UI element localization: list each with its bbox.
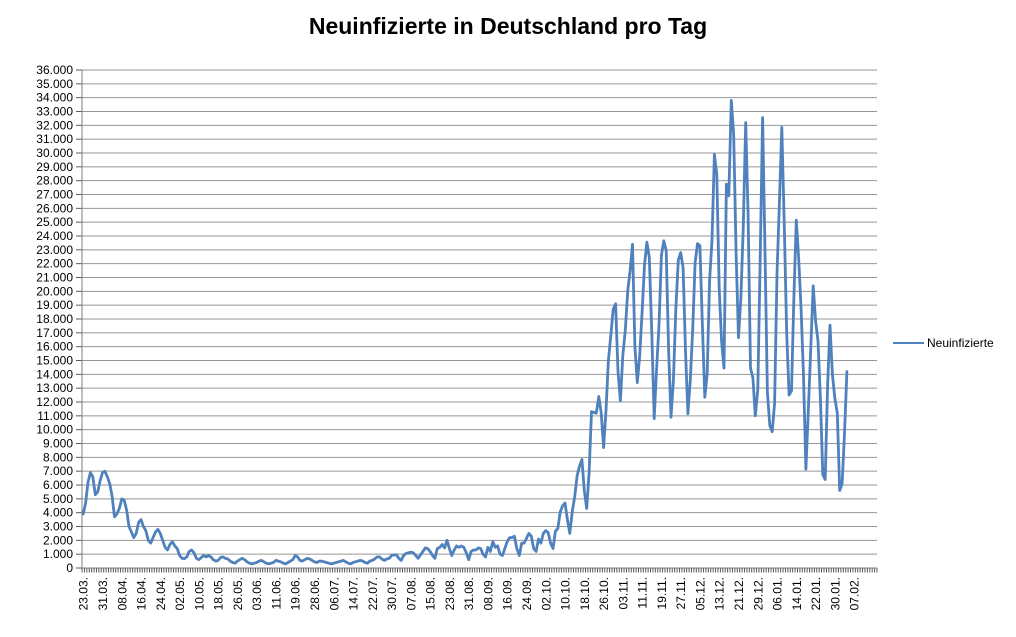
x-tick-label: 15.08. <box>424 577 438 610</box>
y-tick-label: 2.000 <box>43 533 73 547</box>
series-line-neuinfizierte <box>81 99 849 566</box>
x-tick-label: 08.09. <box>481 577 495 610</box>
legend-label: Neuinfizierte <box>927 336 994 350</box>
y-tick-label: 34.000 <box>36 91 73 105</box>
x-tick-label: 13.12. <box>713 577 727 610</box>
y-tick-label: 19.000 <box>36 298 73 312</box>
y-tick-label: 15.000 <box>36 354 73 368</box>
y-tick-label: 17.000 <box>36 326 73 340</box>
y-tick-label: 13.000 <box>36 381 73 395</box>
y-tick-label: 26.000 <box>36 201 73 215</box>
x-tick-label: 21.12. <box>732 577 746 610</box>
y-tick-label: 20.000 <box>36 284 73 298</box>
x-tick-label: 18.10. <box>578 577 592 610</box>
x-tick-label: 11.11. <box>636 577 650 609</box>
x-tick-label: 11.06. <box>269 577 283 609</box>
y-tick-label: 24.000 <box>36 229 73 243</box>
y-tick-label: 0 <box>66 561 73 575</box>
y-tick-label: 5.000 <box>43 492 73 506</box>
y-axis-labels: 01.0002.0003.0004.0005.0006.0007.0008.00… <box>36 63 73 575</box>
x-tick-label: 06.01. <box>771 577 785 610</box>
y-tick-label: 33.000 <box>36 105 73 119</box>
y-tick-label: 27.000 <box>36 188 73 202</box>
x-tick-label: 30.07. <box>385 577 399 610</box>
x-tick-label: 16.09. <box>501 577 515 610</box>
x-tick-label: 27.11. <box>674 577 688 609</box>
y-tick-label: 12.000 <box>36 395 73 409</box>
x-tick-label: 07.08. <box>404 577 418 610</box>
y-axis-ticks <box>76 69 82 569</box>
x-tick-label: 24.04. <box>154 577 168 610</box>
x-tick-label: 30.01. <box>828 577 842 610</box>
x-tick-label: 10.05. <box>192 577 206 610</box>
y-tick-label: 18.000 <box>36 312 73 326</box>
x-minor-ticks <box>81 568 878 573</box>
x-tick-label: 23.08. <box>443 577 457 610</box>
x-tick-label: 31.03. <box>96 577 110 610</box>
y-tick-label: 11.000 <box>37 409 73 423</box>
y-tick-label: 36.000 <box>36 63 73 77</box>
x-tick-label: 07.02. <box>848 577 862 610</box>
x-tick-label: 05.12. <box>693 577 707 610</box>
x-tick-label: 24.09. <box>520 577 534 610</box>
x-tick-label: 26.05. <box>231 577 245 610</box>
y-tick-label: 28.000 <box>36 174 73 188</box>
x-tick-label: 22.01. <box>809 577 823 610</box>
legend: Neuinfizierte <box>893 336 994 350</box>
x-tick-label: 18.05. <box>212 577 226 610</box>
x-tick-label: 08.04. <box>115 577 129 610</box>
y-tick-label: 4.000 <box>43 506 73 520</box>
x-tick-label: 03.06. <box>250 577 264 610</box>
x-axis-labels: 23.03. 31.03. 08.04. 16.04. 24.04. 02.05. 10.0… <box>77 577 862 610</box>
y-tick-label: 14.000 <box>36 367 73 381</box>
y-tick-label: 35.000 <box>36 77 73 91</box>
x-tick-label: 23.03. <box>77 577 91 610</box>
y-tick-label: 29.000 <box>36 160 73 174</box>
y-tick-label: 10.000 <box>36 423 73 437</box>
x-tick-label: 14.07. <box>347 577 361 610</box>
y-tick-label: 23.000 <box>36 243 73 257</box>
x-tick-label: 02.10. <box>539 577 553 610</box>
x-tick-label: 16.04. <box>135 577 149 610</box>
y-tick-label: 25.000 <box>36 215 73 229</box>
y-tick-label: 1.000 <box>43 547 73 561</box>
y-tick-label: 3.000 <box>43 520 73 534</box>
x-tick-label: 03.11. <box>616 577 630 609</box>
y-tick-label: 8.000 <box>43 450 73 464</box>
y-tick-label: 30.000 <box>36 146 73 160</box>
y-tick-label: 7.000 <box>43 464 73 478</box>
x-tick-label: 28.06. <box>308 577 322 610</box>
x-tick-label: 06.07. <box>327 577 341 610</box>
y-tick-label: 31.000 <box>36 132 73 146</box>
x-tick-label: 14.01. <box>790 577 804 610</box>
x-tick-label: 29.12. <box>751 577 765 610</box>
y-tick-label: 6.000 <box>43 478 73 492</box>
y-tick-label: 21.000 <box>36 271 73 285</box>
y-tick-label: 22.000 <box>36 257 73 271</box>
y-tick-label: 9.000 <box>43 437 73 451</box>
x-tick-label: 31.08. <box>462 577 476 610</box>
y-tick-label: 32.000 <box>36 118 73 132</box>
x-tick-label: 22.07. <box>366 577 380 610</box>
x-tick-label: 02.05. <box>173 577 187 610</box>
legend-line-swatch <box>893 341 924 345</box>
y-gridlines <box>82 69 877 555</box>
x-tick-label: 19.06. <box>289 577 303 610</box>
y-tick-label: 16.000 <box>36 340 73 354</box>
chart-title: Neuinfizierte in Deutschland pro Tag <box>308 13 708 39</box>
x-tick-label: 10.10. <box>559 577 573 610</box>
x-tick-label: 19.11. <box>655 577 669 609</box>
x-tick-label: 26.10. <box>597 577 611 610</box>
